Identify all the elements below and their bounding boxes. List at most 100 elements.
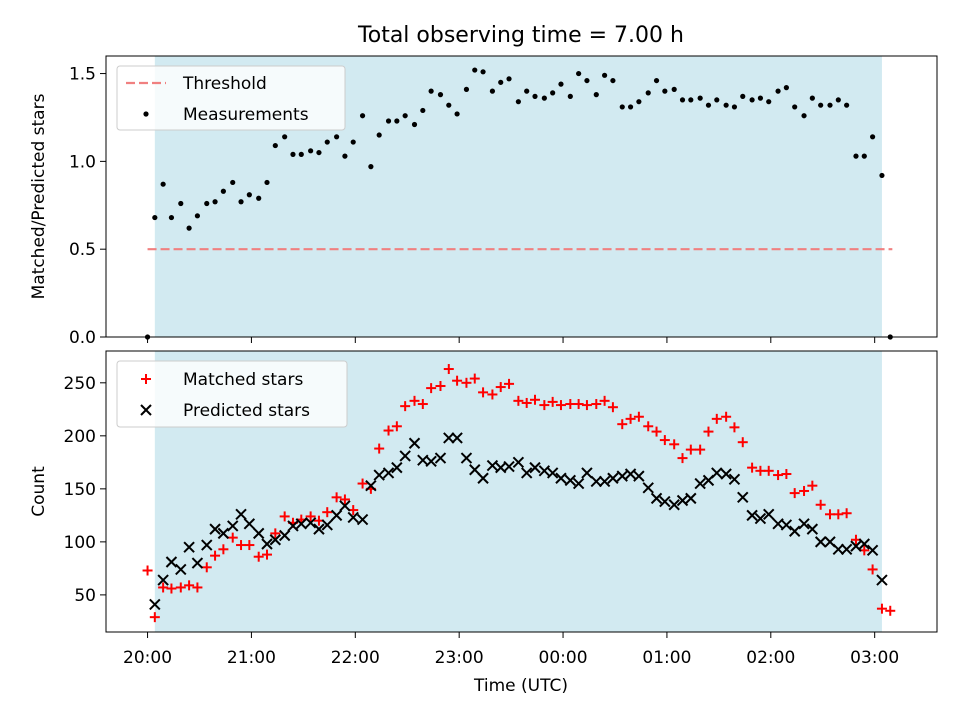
predicted-star-point (520, 467, 533, 479)
predicted-star-point (529, 461, 541, 474)
matched-stars-legend-marker (141, 374, 151, 384)
matched-star-point (599, 395, 610, 406)
matched-star-point (409, 395, 420, 406)
measurement-point (818, 102, 824, 108)
measurement-point (489, 88, 496, 94)
predicted-star-point (304, 517, 317, 529)
ratio-legend: Threshold Measurements (116, 65, 346, 131)
time-x-ticks: 20:00 21:00 22:00 23:00 00:00 01:00 02:00 03:00 (123, 632, 899, 668)
y-tick-label: 250 (64, 374, 96, 394)
matched-star-point (391, 421, 402, 432)
matched-star-point (617, 419, 628, 430)
predicted-star-point (175, 563, 187, 576)
measurement-point (385, 118, 392, 124)
x-tick-label: 20:00 (123, 648, 172, 668)
predicted-star-point (339, 500, 351, 512)
measurement-point (246, 192, 252, 198)
measurement-point (186, 225, 192, 231)
matched-star-point (530, 394, 541, 405)
measurement-point (593, 92, 599, 98)
matched-star-point (581, 400, 592, 411)
ratio-y-ticks: 0.0 0.5 1.0 1.5 (69, 65, 106, 348)
predicted-star-point (451, 432, 463, 444)
matched-star-point (142, 565, 153, 576)
predicted-star-point (694, 477, 706, 490)
measurement-point (350, 139, 356, 145)
matched-star-point (469, 373, 480, 384)
predicted-star-point (261, 538, 273, 550)
x-tick-label: 03:00 (850, 648, 899, 668)
matched-star-point (305, 511, 316, 522)
predicted-star-point (840, 543, 853, 555)
matched-star-point (400, 401, 411, 412)
threshold-legend-label: Threshold (182, 74, 267, 94)
matched-star-point (521, 397, 532, 408)
measurement-point (740, 93, 746, 99)
matched-star-point (807, 480, 818, 491)
matched-star-point (651, 426, 662, 437)
ratio-panel: 0.0 0.5 1.0 1.5 Matched/Predicted stars Thr… (29, 55, 938, 348)
predicted-star-point (425, 455, 437, 467)
predicted-star-point (460, 452, 473, 464)
predicted-star-point (191, 557, 204, 569)
measurement-point (515, 99, 521, 105)
matched-star-point (573, 399, 584, 410)
predicted-star-point (659, 495, 671, 508)
matched-star-point (461, 377, 472, 388)
measurement-point (662, 88, 668, 94)
y-tick-label: 50 (74, 586, 96, 606)
matched-star-point (841, 508, 852, 519)
measurement-point (749, 97, 755, 103)
matched-star-point (253, 551, 264, 562)
measurement-point (558, 81, 564, 87)
measurement-point (584, 77, 590, 84)
matched-star-point (729, 422, 740, 433)
predicted-star-point (642, 482, 654, 494)
predicted-star-point (477, 472, 489, 484)
predicted-star-point (503, 460, 515, 473)
matched-star-point (885, 605, 896, 616)
predicted-star-point (235, 508, 247, 521)
measurement-point (723, 102, 729, 108)
matched-star-point (227, 532, 238, 543)
predicted-star-point (382, 467, 395, 479)
measurement-point (212, 199, 218, 205)
matched-star-point (539, 400, 550, 411)
matched-star-point (495, 382, 506, 393)
measurement-point (827, 102, 833, 108)
predicted-star-point (512, 456, 525, 469)
matched-star-point (244, 540, 255, 551)
predicted-star-point (278, 529, 291, 542)
predicted-stars-legend-swatch (140, 404, 152, 416)
predicted-star-point (149, 598, 161, 611)
matched-star-point (322, 507, 333, 518)
predicted-star-point (590, 475, 602, 488)
measurement-point (480, 69, 486, 75)
predicted-star-point (434, 452, 447, 464)
predicted-star-point (624, 468, 637, 480)
matched-star-point (833, 509, 844, 520)
x-tick-label: 01:00 (642, 648, 691, 668)
matched-star-point (218, 544, 229, 555)
matched-star-point (262, 549, 273, 560)
predicted-star-point (313, 523, 325, 535)
matched-star-point (478, 387, 489, 398)
predicted-stars-legend-label: Predicted stars (183, 401, 310, 421)
matched-star-point (695, 444, 706, 455)
matched-star-point (711, 413, 722, 424)
predicted-star-point (572, 477, 585, 490)
predicted-star-point (866, 544, 879, 557)
y-tick-label: 0.0 (69, 328, 96, 348)
predicted-star-point (201, 539, 213, 551)
measurement-point (532, 93, 538, 99)
predicted-star-point (711, 467, 723, 479)
matched-star-point (158, 582, 169, 593)
measurement-point (152, 214, 158, 221)
x-tick-label: 22:00 (331, 648, 380, 668)
y-tick-label: 1.5 (69, 65, 96, 85)
measurement-point (783, 85, 789, 91)
predicted-star-point (209, 523, 221, 535)
measurement-point (463, 86, 470, 92)
measurement-point (446, 102, 452, 108)
